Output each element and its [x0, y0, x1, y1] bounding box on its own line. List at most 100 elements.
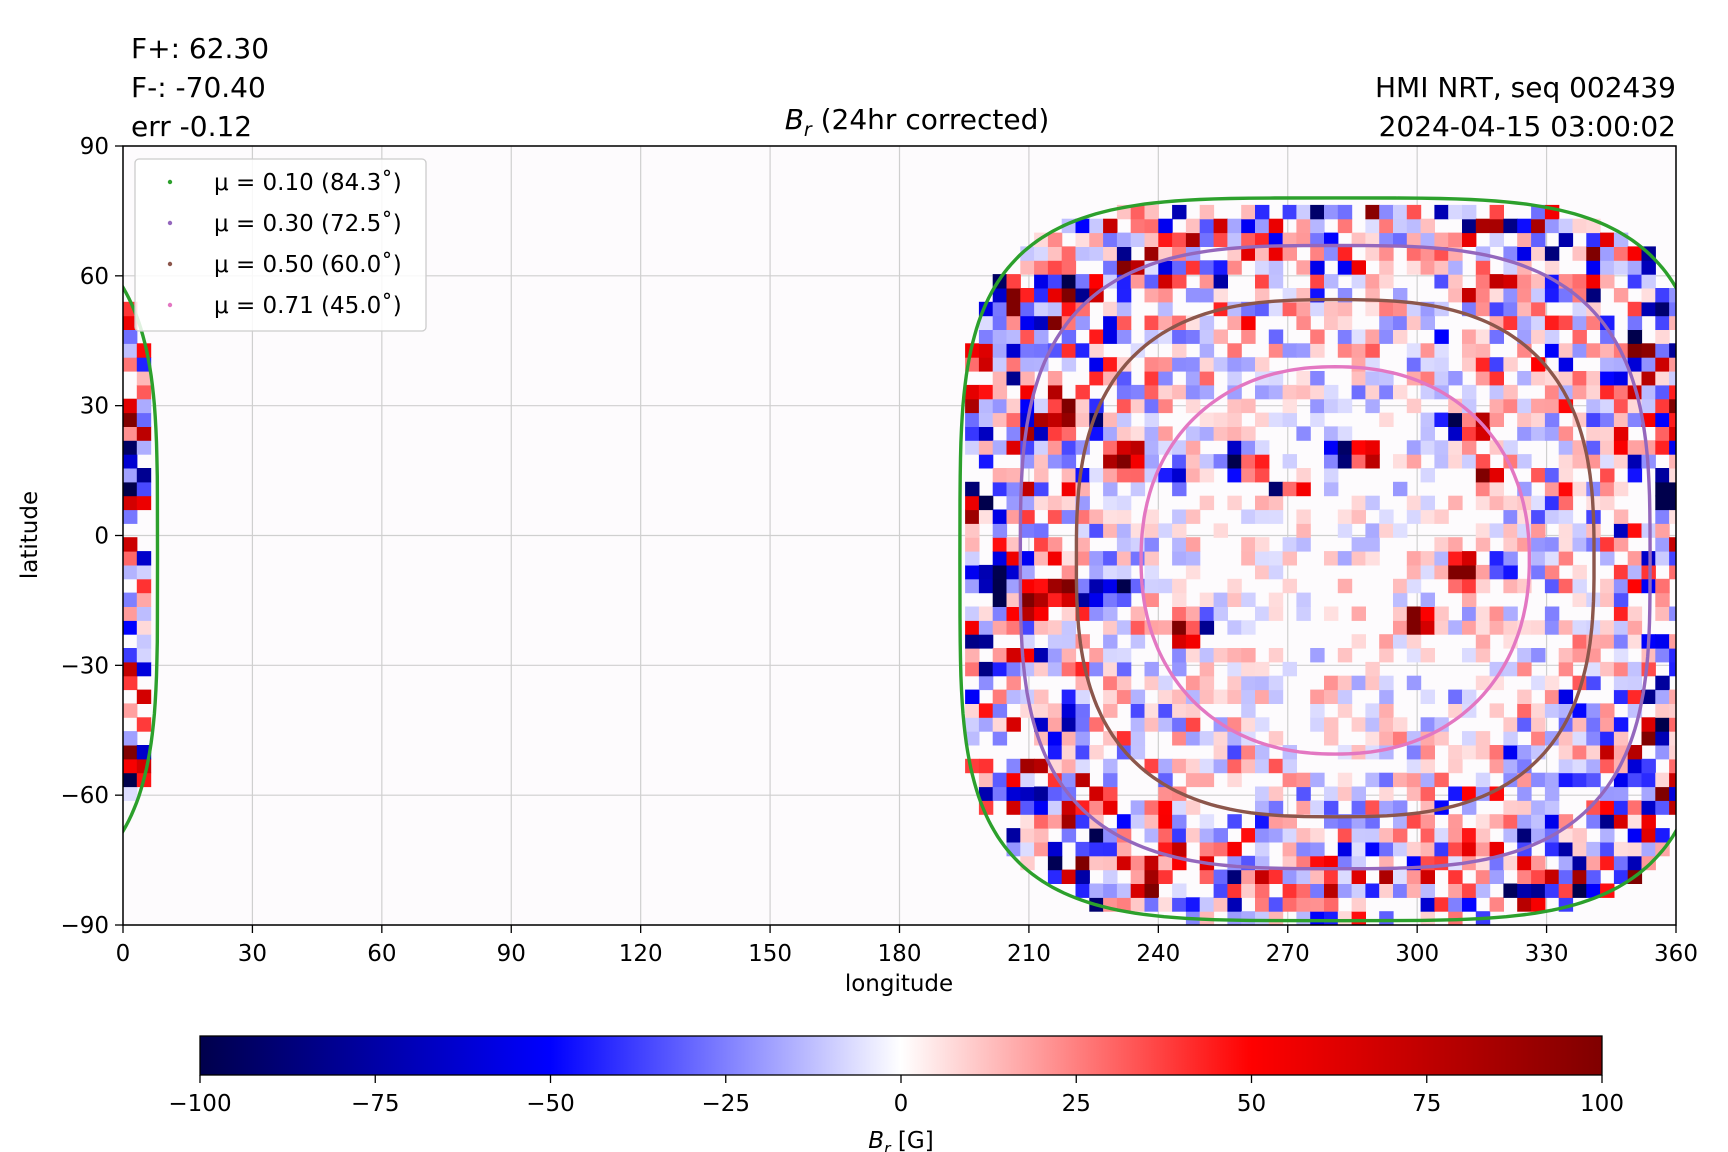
magnetogram-pixel [1006, 620, 1021, 635]
magnetogram-pixel [1503, 440, 1518, 455]
magnetogram-pixel [1241, 440, 1256, 455]
x-tick-label: 150 [748, 941, 792, 967]
magnetogram-pixel [1448, 689, 1463, 704]
magnetogram-pixel [1462, 578, 1477, 594]
magnetogram-pixel [1655, 786, 1670, 801]
magnetogram-pixel [1310, 883, 1325, 898]
magnetogram-pixel [1227, 883, 1242, 898]
magnetogram-pixel [1116, 398, 1132, 414]
magnetogram-pixel [1655, 772, 1670, 788]
magnetogram-pixel [978, 412, 994, 427]
magnetogram-pixel [1006, 481, 1021, 497]
magnetogram-pixel [1420, 592, 1435, 607]
magnetogram-pixel [1213, 828, 1228, 843]
magnetogram-pixel [1255, 357, 1270, 372]
magnetogram-pixel [1061, 689, 1077, 704]
magnetogram-pixel [1020, 841, 1035, 857]
magnetogram-pixel [1669, 703, 1676, 718]
magnetogram-pixel [1296, 786, 1311, 801]
magnetogram-pixel [1130, 468, 1146, 483]
magnetogram-pixel [1351, 509, 1366, 524]
magnetogram-pixel [1489, 897, 1504, 912]
magnetogram-pixel [1462, 620, 1477, 635]
magnetogram-pixel [992, 537, 1008, 552]
magnetogram-pixel [1075, 384, 1090, 400]
magnetogram-pixel [1475, 772, 1491, 788]
magnetogram-pixel [136, 426, 152, 441]
magnetogram-pixel [1531, 883, 1546, 898]
magnetogram-pixel [1627, 620, 1643, 635]
magnetogram-pixel [1613, 675, 1629, 691]
magnetogram-pixel [1600, 578, 1615, 594]
magnetogram-pixel [978, 564, 994, 580]
magnetogram-pixel [1600, 814, 1615, 829]
magnetogram-pixel [1268, 592, 1284, 607]
magnetogram-pixel [1047, 841, 1063, 857]
magnetogram-pixel [1544, 814, 1560, 829]
magnetogram-pixel [1268, 551, 1284, 566]
magnetogram-pixel [1130, 274, 1146, 289]
magnetogram-pixel [1020, 329, 1035, 344]
magnetogram-pixel [1324, 731, 1339, 746]
magnetogram-pixel [1365, 772, 1380, 788]
magnetogram-pixel [1158, 398, 1173, 414]
magnetogram-pixel [1613, 412, 1629, 427]
magnetogram-pixel [1047, 551, 1063, 566]
magnetogram-pixel [1379, 855, 1394, 871]
magnetogram-pixel [1296, 384, 1311, 400]
magnetogram-pixel [1393, 288, 1408, 303]
magnetogram-pixel [1241, 468, 1256, 483]
magnetogram-pixel [1172, 592, 1187, 607]
magnetogram-pixel [1337, 246, 1353, 261]
magnetogram-pixel [1572, 745, 1587, 760]
magnetogram-pixel [123, 731, 138, 746]
magnetogram-pixel [1144, 537, 1159, 552]
magnetogram-pixel [1103, 703, 1118, 718]
magnetogram-pixel [965, 717, 980, 732]
magnetogram-pixel [1020, 357, 1035, 372]
magnetogram-pixel [1199, 592, 1215, 607]
legend-label: μ = 0.10 (84.3˚) [214, 169, 402, 196]
magnetogram-pixel [1531, 329, 1546, 344]
magnetogram-pixel [1006, 578, 1021, 594]
magnetogram-pixel [1558, 869, 1574, 884]
magnetogram-pixel [1627, 745, 1643, 760]
magnetogram-pixel [1241, 537, 1256, 552]
magnetogram-pixel [1655, 731, 1670, 746]
magnetogram-pixel [1489, 703, 1504, 718]
magnetogram-pixel [1185, 440, 1201, 455]
magnetogram-pixel [1655, 384, 1670, 400]
magnetogram-pixel [1462, 454, 1477, 469]
magnetogram-pixel [1434, 731, 1449, 746]
magnetogram-pixel [992, 468, 1008, 483]
magnetogram-pixel [1669, 426, 1676, 441]
mu-contours [123, 196, 1676, 923]
colorbar-tick-label: 100 [1580, 1091, 1624, 1117]
magnetogram-pixel [1172, 661, 1187, 677]
magnetogram-pixel [136, 564, 152, 580]
magnetogram-pixel [1393, 606, 1408, 621]
magnetogram-pixel [1406, 204, 1422, 220]
magnetogram-pixel [1310, 648, 1325, 663]
magnetogram-pixel [1144, 246, 1159, 261]
magnetogram-pixel [1185, 800, 1201, 815]
magnetogram-pixel [1351, 869, 1366, 884]
magnetogram-pixel [1185, 329, 1201, 344]
magnetogram-pixel [1282, 841, 1297, 857]
magnetogram-pixel [1020, 578, 1035, 594]
magnetogram-pixel [1255, 897, 1270, 912]
magnetogram-pixel [1199, 329, 1215, 344]
magnetogram-pixel [992, 371, 1008, 386]
magnetogram-pixel [123, 606, 138, 621]
magnetogram-pixel [1627, 675, 1643, 691]
magnetogram-pixel [1531, 551, 1546, 566]
magnetogram-pixel [1517, 883, 1532, 898]
magnetogram-pixel [1379, 218, 1394, 234]
magnetogram-pixel [1047, 232, 1063, 247]
magnetogram-pixel [1489, 329, 1504, 344]
magnetogram-pixel [1130, 689, 1146, 704]
magnetogram-pixel [1351, 495, 1366, 511]
magnetogram-pixel [1172, 689, 1187, 704]
magnetogram-pixel [1558, 855, 1574, 871]
magnetogram-pixel [1268, 800, 1284, 815]
